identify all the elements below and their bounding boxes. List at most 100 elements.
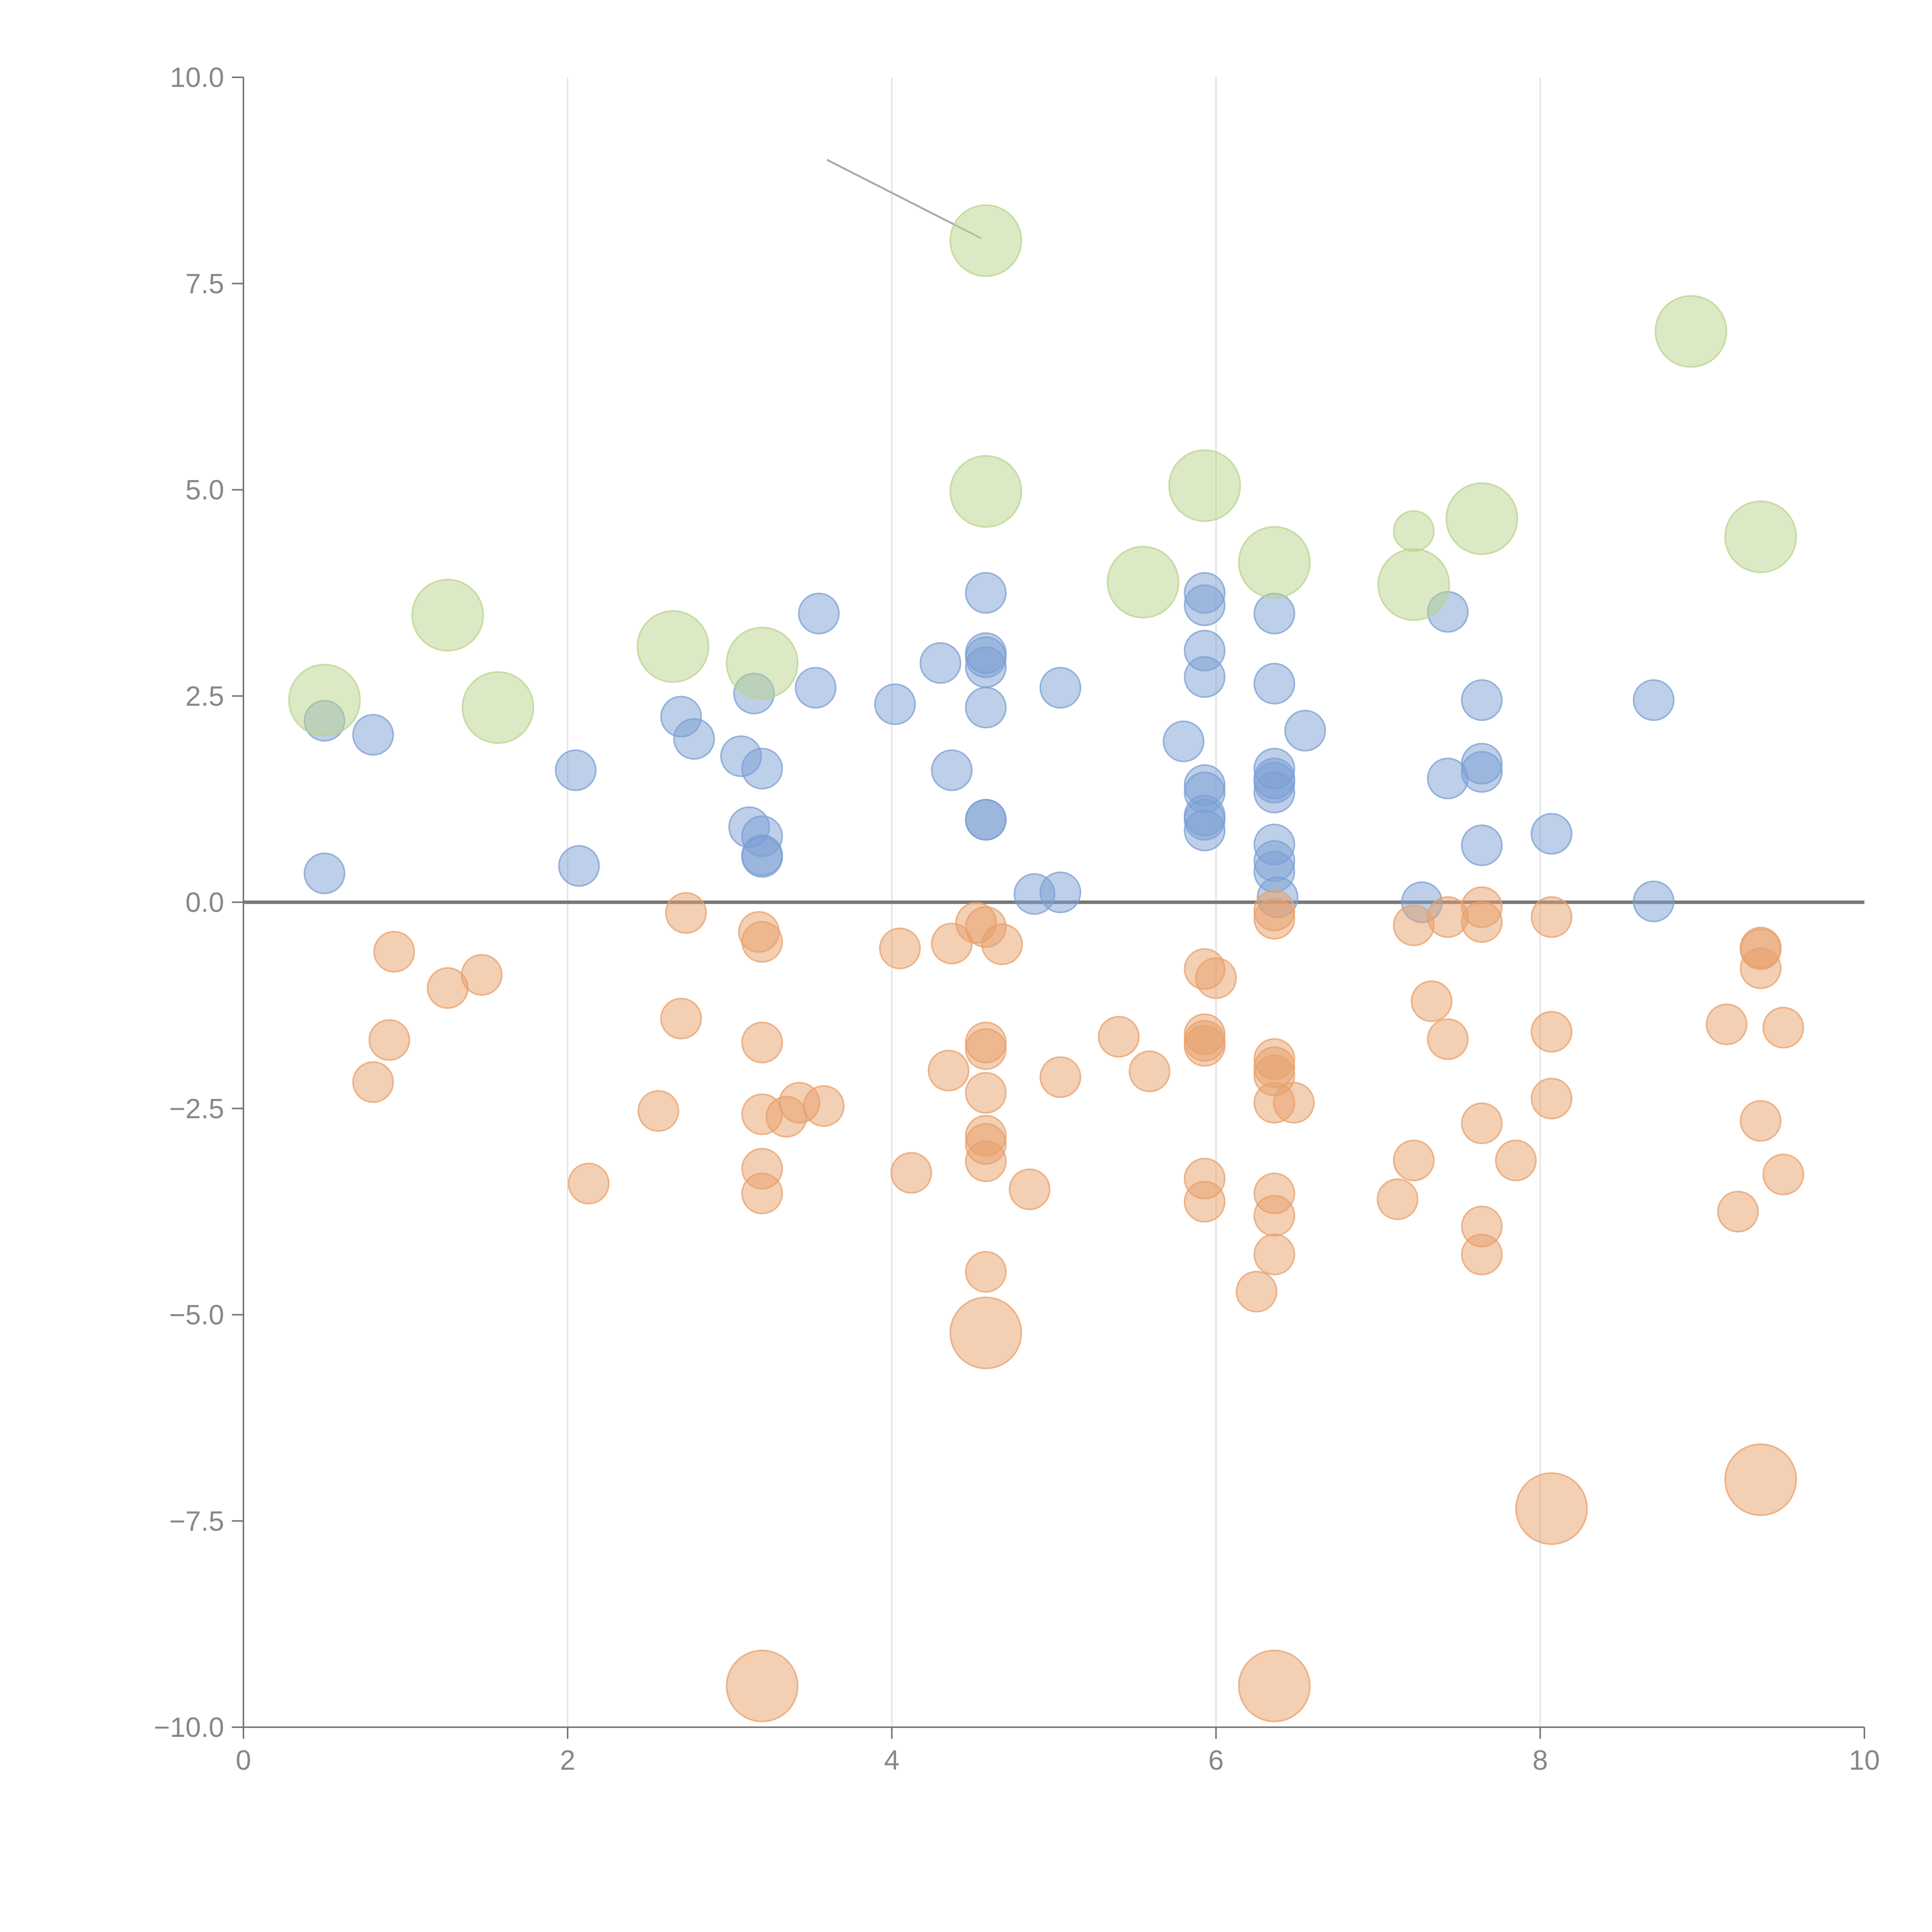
positive-point bbox=[1461, 824, 1503, 866]
negative-point bbox=[1427, 1018, 1469, 1060]
negative-point bbox=[1762, 1007, 1804, 1049]
positive-point bbox=[931, 749, 973, 791]
positive-point bbox=[1461, 751, 1503, 793]
x-tick-label: 2 bbox=[560, 1745, 575, 1776]
highlighted-point bbox=[949, 455, 1022, 528]
negative-point bbox=[1238, 1650, 1311, 1723]
negative-point bbox=[568, 1163, 610, 1205]
positive-point bbox=[1163, 720, 1205, 762]
negative-point bbox=[981, 923, 1023, 965]
positive-point bbox=[1253, 772, 1296, 814]
negative-point bbox=[1531, 896, 1573, 938]
positive-point bbox=[1284, 709, 1326, 752]
highlighted-point bbox=[1724, 500, 1797, 573]
positive-point bbox=[554, 749, 597, 791]
negative-point bbox=[741, 1172, 783, 1214]
positive-point bbox=[1184, 656, 1226, 698]
y-tick-label: −7.5 bbox=[169, 1506, 224, 1537]
negative-point bbox=[1531, 1078, 1573, 1120]
highlighted-point bbox=[949, 204, 1022, 277]
negative-point bbox=[1495, 1139, 1537, 1182]
negative-point bbox=[1009, 1168, 1051, 1210]
negative-point bbox=[1253, 1233, 1296, 1276]
positive-point bbox=[798, 592, 840, 634]
negative-point bbox=[949, 1296, 1022, 1369]
highlighted-point bbox=[1655, 295, 1728, 368]
negative-point bbox=[1393, 1139, 1435, 1182]
negative-point bbox=[1184, 1181, 1226, 1223]
negative-point bbox=[1531, 1011, 1573, 1053]
negative-point bbox=[879, 927, 921, 969]
negative-point bbox=[1410, 980, 1452, 1022]
positive-point bbox=[1039, 871, 1082, 913]
positive-point bbox=[352, 714, 394, 756]
negative-point bbox=[965, 1028, 1007, 1070]
negative-point bbox=[965, 1072, 1007, 1114]
negative-point bbox=[1740, 1100, 1782, 1142]
positive-point bbox=[1633, 880, 1675, 922]
highlighted-point bbox=[726, 626, 799, 699]
positive-point bbox=[1531, 813, 1573, 855]
positive-point bbox=[965, 799, 1007, 841]
negative-point bbox=[1461, 1102, 1503, 1145]
highlighted-point bbox=[1168, 449, 1241, 522]
negative-point bbox=[726, 1650, 799, 1723]
positive-point bbox=[303, 852, 345, 895]
x-tick-label: 10 bbox=[1849, 1745, 1880, 1776]
negative-point bbox=[1461, 1233, 1503, 1276]
positive-point bbox=[965, 646, 1007, 688]
negative-point bbox=[927, 1049, 969, 1092]
positive-point bbox=[965, 687, 1007, 729]
y-tick-label: 0.0 bbox=[185, 887, 224, 918]
negative-point bbox=[803, 1085, 845, 1127]
y-tick-label: 5.0 bbox=[185, 475, 224, 506]
negative-point bbox=[1706, 1003, 1748, 1045]
negative-point bbox=[1098, 1016, 1140, 1058]
negative-point bbox=[461, 954, 503, 996]
negative-point bbox=[1515, 1472, 1588, 1545]
data-points bbox=[288, 204, 1804, 1723]
positive-point bbox=[1253, 592, 1296, 634]
negative-point bbox=[965, 1140, 1007, 1182]
negative-point bbox=[890, 1152, 932, 1194]
y-tick-label: −5.0 bbox=[169, 1300, 224, 1331]
axes: 0 2 4 6 8 10 10.0 7.5 5.0 2.5 0.0 −2.5 −5.0 −7.5 −10.0 bbox=[154, 62, 1880, 1776]
positive-point bbox=[794, 667, 837, 709]
negative-point bbox=[660, 998, 702, 1040]
y-tick-label: −10.0 bbox=[154, 1712, 224, 1743]
x-tick-label: 0 bbox=[236, 1745, 251, 1776]
negative-point bbox=[1253, 898, 1296, 940]
negative-point bbox=[373, 931, 415, 973]
positive-point bbox=[1184, 584, 1226, 626]
positive-point bbox=[741, 748, 783, 790]
positive-point bbox=[919, 642, 961, 684]
positive-point bbox=[1253, 663, 1296, 705]
x-tick-label: 6 bbox=[1208, 1745, 1224, 1776]
positive-point bbox=[965, 572, 1007, 614]
y-tick-label: 2.5 bbox=[185, 681, 224, 712]
y-tick-label: −2.5 bbox=[169, 1094, 224, 1124]
y-tick-label: 10.0 bbox=[170, 62, 224, 93]
highlighted-point bbox=[461, 671, 534, 744]
negative-point bbox=[637, 1090, 679, 1132]
positive-point bbox=[558, 845, 600, 887]
negative-point bbox=[1762, 1153, 1804, 1196]
positive-point bbox=[741, 836, 783, 878]
positive-point bbox=[874, 683, 916, 725]
negative-point bbox=[1195, 957, 1237, 999]
highlighted-point bbox=[1107, 546, 1180, 619]
negative-point bbox=[1039, 1056, 1082, 1098]
highlighted-point bbox=[1238, 526, 1311, 599]
positive-point bbox=[1184, 810, 1226, 852]
positive-point bbox=[1039, 667, 1082, 709]
positive-point bbox=[1461, 679, 1503, 721]
highlighted-point bbox=[288, 663, 361, 736]
negative-point bbox=[1253, 1195, 1296, 1237]
positive-point bbox=[673, 718, 715, 760]
highlighted-point bbox=[1393, 510, 1435, 552]
negative-point bbox=[1717, 1190, 1759, 1233]
x-tick-label: 4 bbox=[884, 1745, 900, 1776]
y-tick-label: 7.5 bbox=[185, 269, 224, 299]
positive-point bbox=[1633, 679, 1675, 721]
highlighted-point bbox=[1445, 482, 1518, 555]
